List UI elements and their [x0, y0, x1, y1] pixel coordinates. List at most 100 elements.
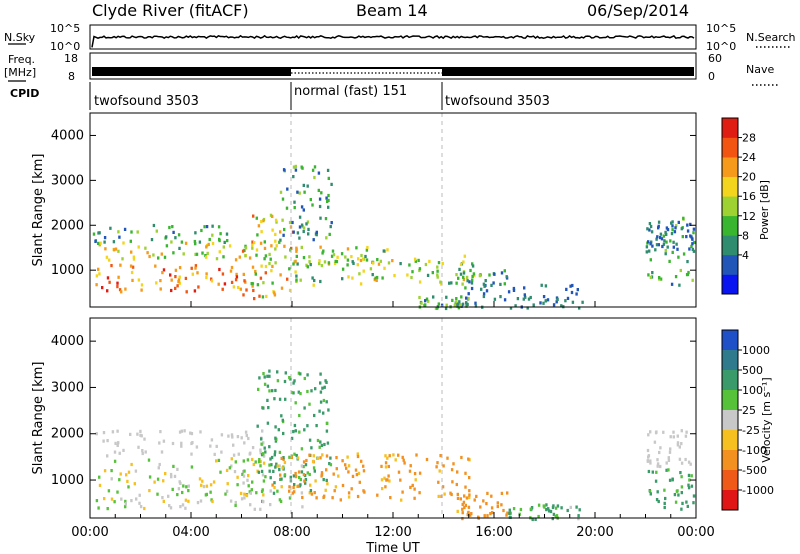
velocity-cell: [692, 494, 696, 498]
velocity-cell: [278, 498, 282, 502]
velocity-cell: [139, 429, 142, 433]
velocity-cell: [288, 489, 291, 493]
power-cell: [341, 267, 345, 271]
velocity-cell: [676, 441, 680, 445]
power-cell: [228, 244, 232, 248]
velocity-cell: [171, 441, 175, 446]
velocity-cell: [441, 485, 445, 489]
power-cell: [436, 265, 439, 269]
power-cell: [676, 247, 679, 251]
power-cell: [690, 235, 693, 239]
power-cell: [457, 306, 461, 310]
power-cell: [332, 253, 336, 257]
power-cell: [101, 286, 104, 290]
power-cell: [205, 272, 208, 276]
velocity-cell: [282, 456, 285, 460]
velocity-cell: [210, 438, 214, 442]
velocity-cell: [531, 517, 534, 522]
power-cell: [664, 252, 667, 256]
power-cell: [445, 303, 448, 307]
velocity-cell: [671, 477, 674, 481]
power-cell: [462, 275, 465, 279]
power-cell: [271, 281, 274, 285]
power-cell: [490, 283, 493, 287]
velocity-cell: [667, 458, 671, 462]
power-cell: [306, 265, 309, 269]
velocity-cell: [319, 390, 323, 394]
power-cell: [424, 303, 427, 307]
power-cell: [302, 226, 306, 230]
velocity-cell: [578, 508, 581, 512]
velocity-ytick-label: 2000: [51, 427, 84, 442]
power-cell: [578, 306, 581, 310]
power-cell: [505, 275, 508, 279]
velocity-cbar-tick-label: 500: [742, 364, 763, 377]
power-cell: [159, 287, 162, 291]
velocity-cell: [136, 432, 139, 436]
velocity-cell: [253, 507, 256, 511]
velocity-cell: [325, 478, 328, 482]
velocity-cell: [335, 467, 338, 471]
power-cell: [455, 281, 458, 285]
noise-left-label: N.Sky: [4, 31, 36, 44]
velocity-cell: [245, 493, 249, 498]
velocity-cell: [259, 459, 262, 464]
velocity-cell: [401, 455, 404, 459]
power-cell: [264, 271, 267, 275]
power-cell: [671, 250, 674, 254]
power-cbar-swatch: [722, 176, 738, 197]
power-cell: [261, 295, 265, 299]
power-cell: [364, 254, 367, 259]
velocity-cell: [264, 450, 267, 454]
power-cell: [439, 280, 442, 284]
power-cell: [295, 249, 298, 253]
power-cell: [191, 272, 194, 276]
velocity-cell: [324, 488, 327, 492]
velocity-cell: [290, 390, 293, 395]
power-cell: [292, 175, 295, 179]
power-cell: [668, 259, 671, 263]
velocity-cell: [413, 487, 416, 491]
velocity-cbar-tick-label: 100: [742, 384, 763, 397]
power-cell: [238, 255, 241, 259]
velocity-cell: [280, 456, 283, 460]
velocity-cell: [347, 491, 351, 495]
velocity-cell: [529, 507, 532, 511]
power-cell: [660, 237, 664, 241]
power-cell: [467, 292, 470, 296]
velocity-cell: [577, 517, 580, 521]
velocity-cell: [219, 470, 222, 474]
velocity-cell: [272, 469, 275, 473]
freq-tick-top: 18: [64, 52, 78, 65]
velocity-cell: [347, 470, 350, 474]
velocity-cell: [102, 439, 105, 443]
velocity-cell: [413, 496, 416, 500]
power-cell: [440, 282, 443, 286]
velocity-cell: [293, 490, 296, 494]
power-cell: [300, 205, 304, 209]
power-cell: [118, 288, 122, 292]
power-cell: [382, 249, 385, 253]
velocity-cell: [491, 511, 494, 515]
velocity-cell: [304, 478, 308, 482]
power-cell: [274, 232, 277, 236]
velocity-cell: [209, 490, 212, 494]
velocity-cell: [436, 461, 439, 465]
velocity-cell: [552, 512, 556, 516]
velocity-cell: [176, 493, 179, 497]
velocity-cell: [690, 474, 693, 478]
velocity-cell: [249, 503, 252, 507]
velocity-cell: [508, 508, 511, 512]
power-cell: [300, 223, 304, 227]
power-cell: [286, 277, 289, 281]
velocity-cell: [181, 490, 184, 495]
power-cell: [471, 278, 474, 282]
velocity-cell: [302, 465, 305, 469]
velocity-cell: [389, 496, 392, 500]
velocity-cell: [125, 473, 128, 477]
velocity-cell: [180, 441, 183, 445]
power-cell: [178, 275, 181, 279]
velocity-cell: [409, 485, 412, 489]
velocity-cell: [209, 444, 212, 448]
velocity-cell: [257, 470, 261, 474]
